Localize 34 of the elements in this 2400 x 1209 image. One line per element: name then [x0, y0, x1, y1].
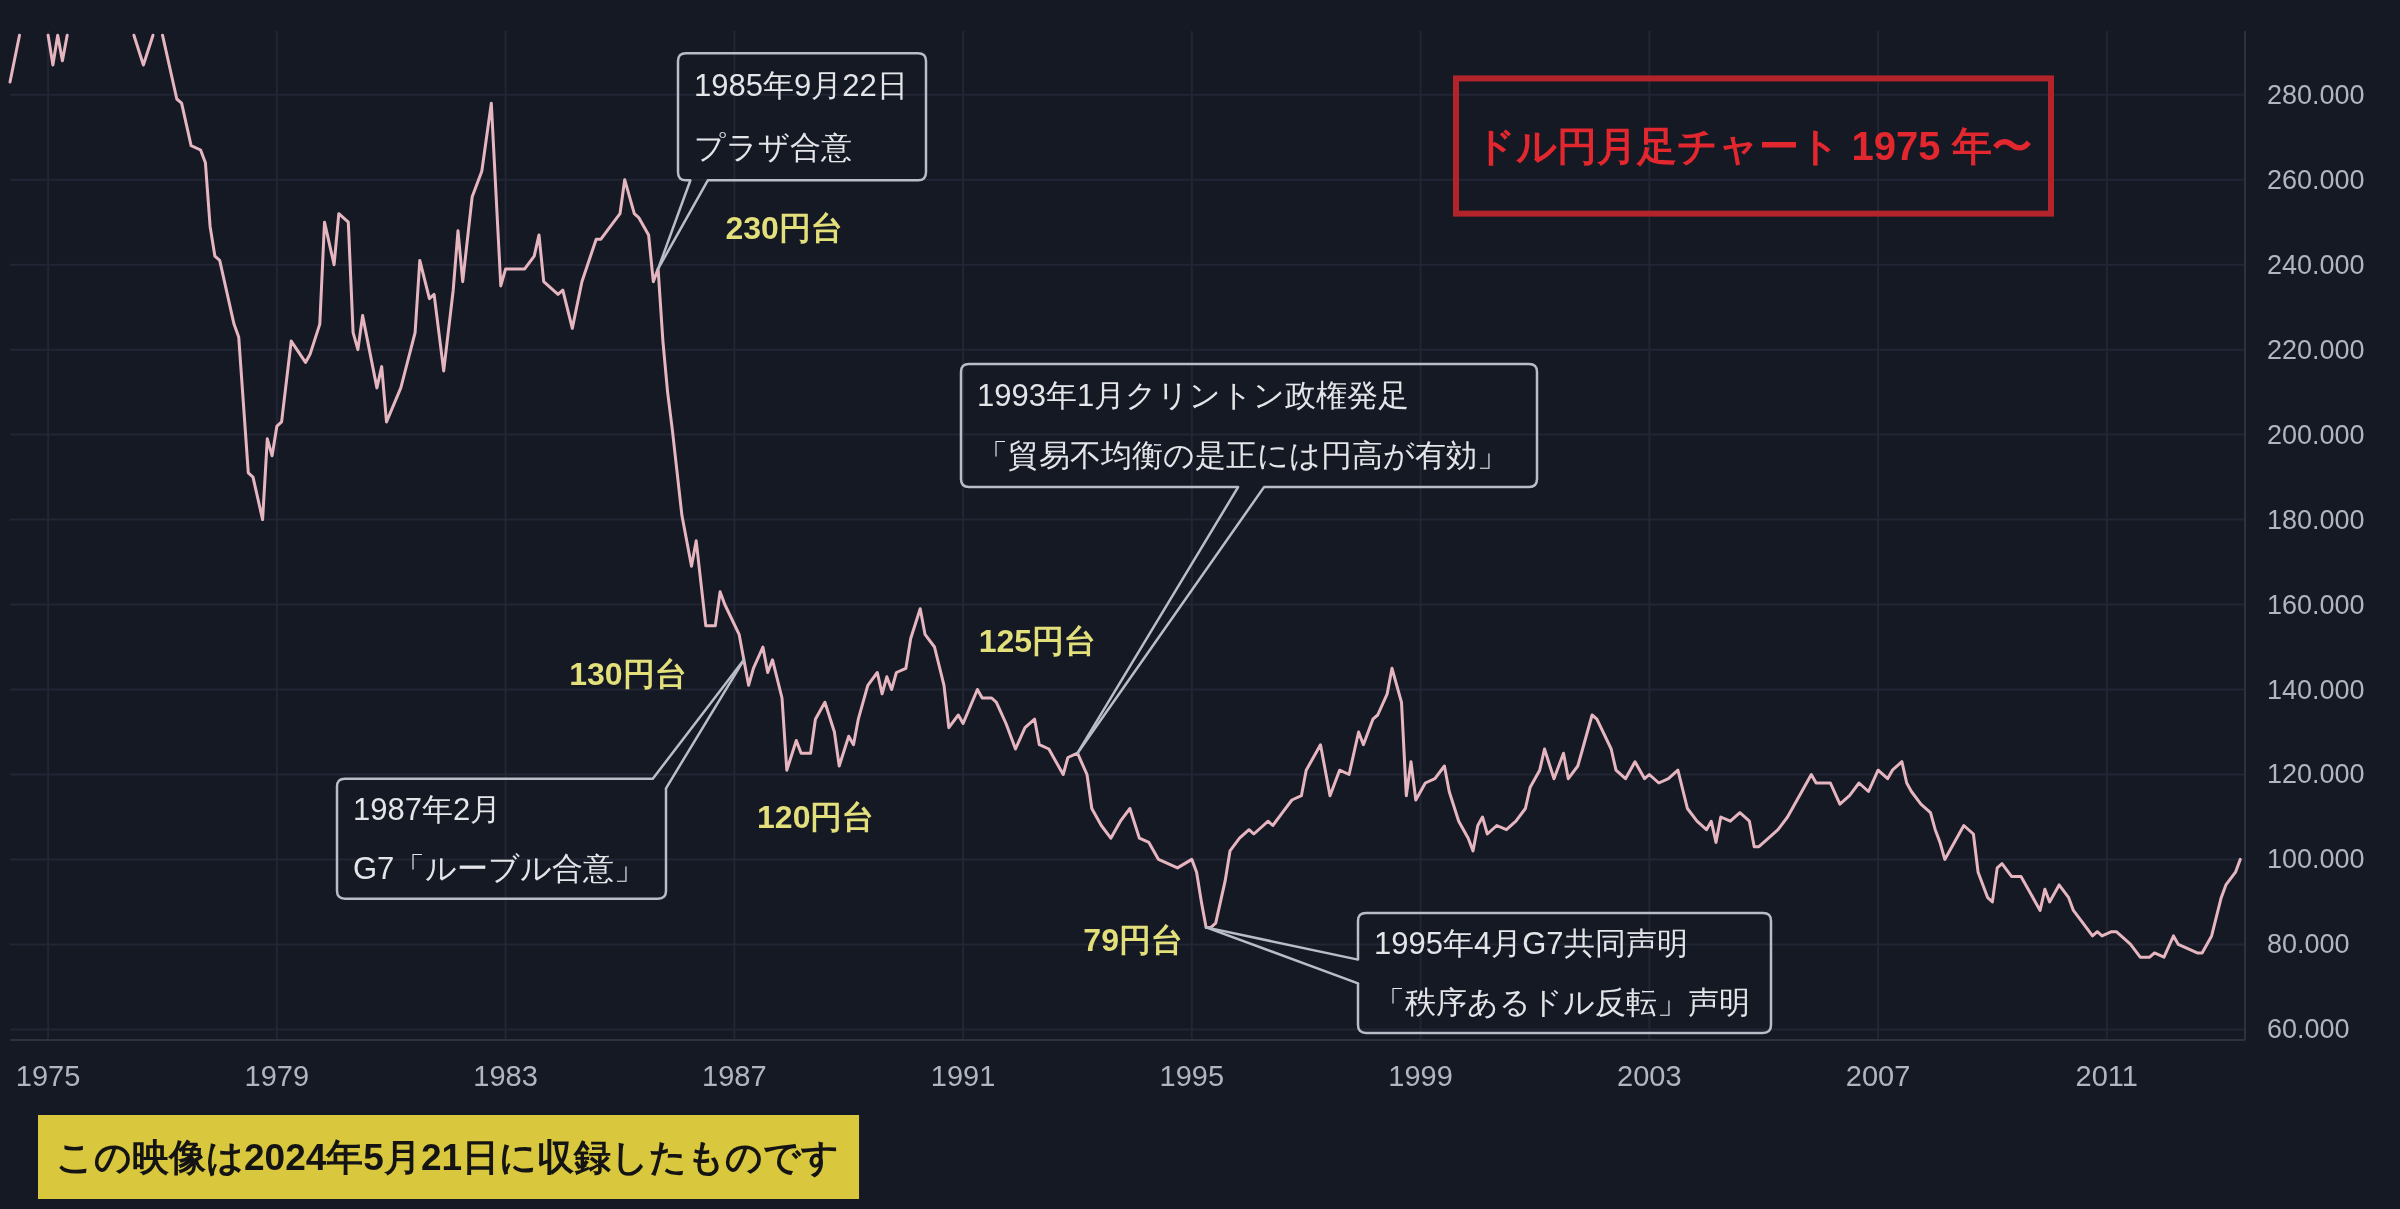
x-tick-label: 1995	[1159, 1060, 1225, 1092]
annotation: 130円台	[569, 655, 687, 692]
x-tick-label: 2007	[1845, 1060, 1911, 1092]
y-tick-label: 240.000	[2267, 249, 2365, 280]
text: この映像は2024年5月21日に収録したものです	[56, 1136, 840, 1178]
annotation: 120円台	[757, 799, 875, 836]
x-tick-label: 1975	[15, 1060, 81, 1092]
x-tick-label: 1983	[473, 1060, 538, 1092]
annotation: 79円台	[1083, 922, 1183, 959]
y-tick-label: 200.000	[2267, 419, 2365, 450]
x-tick-label: 1999	[1388, 1060, 1453, 1092]
y-tick-label: 100.000	[2267, 844, 2365, 875]
x-tick-label: 2011	[2075, 1060, 2138, 1092]
x-tick-label: 1979	[244, 1060, 310, 1092]
x-tick-label: 1987	[702, 1060, 767, 1092]
y-tick-label: 120.000	[2267, 759, 2365, 790]
annotation: 1993年1月クリントン政権発足「貿易不均衡の是正には円高が有効」	[977, 377, 1508, 473]
annotation: 1995年4月G7共同声明「秩序あるドル反転」声明	[1374, 925, 1750, 1020]
y-tick-label: 80.000	[2267, 929, 2350, 960]
y-tick-label: 180.000	[2267, 504, 2365, 535]
annotation: 1985年9月22日プラザ合意	[694, 67, 908, 165]
text: ドル円月足チャート 1975 年〜	[1475, 124, 2032, 169]
y-tick-label: 140.000	[2267, 674, 2365, 705]
y-tick-label: 280.000	[2267, 79, 2365, 110]
annotation: 1987年2月G7「ルーブル合意」	[353, 791, 646, 885]
y-tick-label: 220.000	[2267, 334, 2365, 365]
line-series	[161, 33, 2242, 959]
x-tick-label: 2003	[1617, 1060, 1682, 1092]
annotation: 125円台	[978, 623, 1097, 660]
y-tick-label: 260.000	[2267, 164, 2365, 195]
y-tick-label: 60.000	[2267, 1014, 2350, 1045]
y-tick-label: 160.000	[2267, 589, 2365, 620]
x-tick-label: 1991	[930, 1060, 996, 1092]
annotation: 230円台	[725, 209, 843, 246]
